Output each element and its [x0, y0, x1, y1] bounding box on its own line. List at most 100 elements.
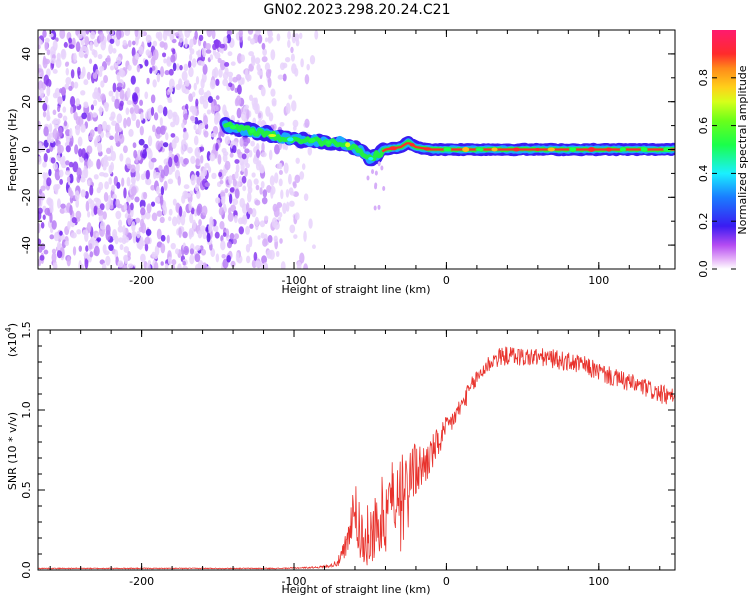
spectrogram-noise-point — [154, 196, 161, 204]
spectrogram-noise-point — [205, 265, 211, 269]
spectrogram-x-tick-label: -200 — [129, 274, 154, 287]
spectrogram-noise-point — [56, 154, 61, 161]
spectrogram-noise-point — [219, 59, 226, 71]
spectrogram-noise-point — [183, 184, 190, 190]
spectrogram-noise-point — [273, 206, 280, 218]
spectrogram-noise-point — [279, 121, 285, 127]
spectrogram-noise-point — [269, 249, 275, 260]
spectrogram-noise-point — [96, 186, 101, 194]
spectrogram-noise-point — [267, 77, 272, 89]
spectrogram-noise-point — [81, 112, 88, 120]
spectrogram-noise-point — [234, 98, 239, 107]
spectrogram-noise-point — [203, 91, 208, 98]
spectrogram-noise-point — [191, 91, 196, 98]
spectrogram-y-tick-label: 40 — [20, 47, 33, 61]
spectrogram-noise-point — [197, 230, 203, 239]
snr-y-tick-label: 0.0 — [20, 561, 33, 579]
spectrogram-noise-point — [75, 115, 81, 126]
spectrogram-noise-point — [108, 177, 113, 185]
spectrogram-noise-point — [172, 111, 178, 118]
colorbar-gradient — [712, 30, 736, 269]
spectrogram-noise-point — [164, 70, 170, 76]
spectrogram-noise-point — [124, 30, 131, 37]
spectrogram-noise-point — [168, 68, 174, 76]
snr-y-tick-label: 1.0 — [20, 401, 33, 419]
spectrogram-noise-point — [134, 86, 140, 94]
spectrogram-noise-point — [58, 169, 64, 178]
spectrogram-noise-point — [202, 99, 209, 109]
spectrogram-noise-point — [196, 205, 201, 216]
spectrogram-noise-point — [276, 201, 283, 209]
spectrogram-noise-point — [86, 222, 92, 233]
spectrogram-noise-point — [292, 119, 299, 128]
spectrogram-noise-point — [206, 232, 211, 243]
spectrogram-x-tick-label: -100 — [282, 274, 307, 287]
spectrogram-noise-point — [102, 120, 108, 131]
spectrogram-noise-point — [228, 175, 233, 185]
spectrogram-noise-point — [247, 186, 253, 194]
spectrogram-noise-point — [151, 65, 156, 71]
spectrogram-noise-point — [168, 208, 173, 216]
spectrogram-noise-point — [255, 143, 260, 152]
spectrogram-noise-point — [160, 169, 165, 179]
spectrogram-noise-point — [255, 184, 260, 191]
spectrogram-noise-point — [122, 225, 126, 236]
spectrogram-noise-point — [229, 152, 234, 158]
spectrogram-noise-point — [136, 64, 141, 73]
spectrogram-noise-point — [219, 220, 225, 230]
spectrogram-noise-point — [108, 244, 114, 251]
spectrogram-noise-point — [108, 43, 113, 55]
spectrogram-noise-point — [284, 56, 291, 63]
spectrogram-noise-point — [172, 198, 177, 206]
spectrogram-noise-point — [151, 212, 158, 222]
spectrogram-noise-point — [259, 187, 263, 195]
spectrogram-noise-point — [306, 63, 310, 71]
spectrogram-noise-point — [204, 182, 211, 188]
spectrogram-noise-point — [246, 202, 250, 212]
spectrogram-noise-point — [52, 128, 58, 140]
spectrogram-noise-point — [98, 32, 105, 42]
spectrogram-noise-point — [257, 235, 261, 240]
spectrogram-noise-point — [68, 141, 73, 147]
spectrogram-noise-point — [238, 226, 244, 235]
spectrogram-noise-point — [178, 227, 182, 238]
spectrogram-noise-point — [98, 69, 103, 78]
spectrogram-noise-point — [202, 167, 208, 177]
spectrogram-noise-point — [212, 48, 217, 56]
spectrogram-noise-point — [86, 71, 91, 81]
spectrogram-noise-point — [127, 40, 132, 48]
spectrogram-noise-point — [171, 216, 178, 227]
spectrogram-noise-point — [182, 261, 186, 266]
spectrogram-noise-point — [38, 156, 42, 165]
spectrogram-noise-point — [38, 142, 43, 154]
spectrogram-signal-blob — [587, 147, 596, 152]
spectrogram-noise-point — [106, 30, 110, 35]
spectrogram-noise-point — [93, 245, 100, 257]
spectrogram-noise-point — [222, 232, 227, 237]
spectrogram-noise-point — [98, 106, 103, 116]
spectrogram-noise-point — [83, 53, 88, 59]
spectrogram-noise-point — [153, 112, 159, 121]
spectrogram-noise-point — [282, 202, 287, 214]
spectrogram-noise-point — [183, 158, 189, 165]
spectrogram-noise-point — [251, 259, 257, 269]
spectrogram-noise-point — [93, 99, 98, 107]
spectrogram-noise-point — [127, 64, 132, 71]
spectrogram-noise-point — [177, 263, 182, 269]
spectrogram-noise-point — [278, 178, 283, 187]
spectrogram-noise-point — [233, 233, 240, 240]
spectrogram-noise-point — [195, 76, 200, 85]
spectrogram-noise-point — [95, 232, 99, 238]
spectrogram-signal-blob — [475, 147, 484, 152]
spectrogram-noise-point — [279, 62, 286, 71]
spectrogram-noise-point — [167, 178, 174, 185]
spectrogram-noise-point — [230, 204, 237, 212]
spectrogram-noise-point — [215, 78, 220, 87]
spectrogram-noise-point — [42, 111, 47, 118]
spectrogram-noise-point — [251, 172, 256, 178]
spectrogram-noise-point — [44, 37, 50, 43]
figure-title: GN02.2023.298.20.24.C21 — [263, 2, 451, 18]
spectrogram-noise-point — [152, 124, 156, 133]
spectrogram-noise-point — [260, 151, 267, 158]
spectrogram-noise-point — [139, 125, 144, 136]
